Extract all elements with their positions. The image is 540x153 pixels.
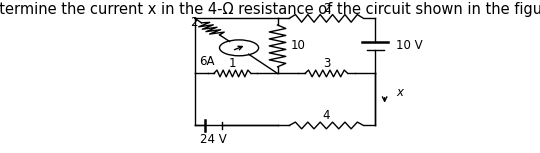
Text: 6A: 6A xyxy=(199,55,215,68)
Text: 2: 2 xyxy=(322,2,330,15)
Text: Determine the current x in the 4-Ω resistance of the circuit shown in the figure: Determine the current x in the 4-Ω resis… xyxy=(0,2,540,17)
Text: 3: 3 xyxy=(323,57,330,70)
Text: 1: 1 xyxy=(228,57,236,70)
Text: 2: 2 xyxy=(190,16,198,29)
Text: 10: 10 xyxy=(291,39,306,52)
Text: 10 V: 10 V xyxy=(396,39,422,52)
Text: 24 V: 24 V xyxy=(200,133,227,146)
Text: x: x xyxy=(396,86,403,99)
Text: 4: 4 xyxy=(322,109,330,122)
